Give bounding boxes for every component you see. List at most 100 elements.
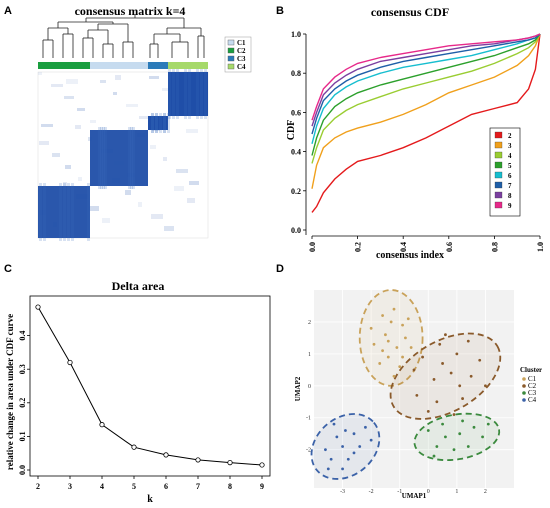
umap-point-c3 bbox=[435, 445, 439, 448]
cdf-lines bbox=[311, 33, 541, 213]
umap-ellipse-c3 bbox=[413, 412, 501, 462]
umap-panel: -3 -2 -1 0 1 2 2 1 0 -1 -2 UMAP1 UMAP2 ClusterC1C2… bbox=[294, 289, 542, 500]
cluster-color-bar bbox=[38, 62, 208, 69]
umap-x-tick-label: 2 bbox=[484, 489, 487, 495]
umap-point-c1 bbox=[381, 349, 384, 353]
umap-point-c4 bbox=[344, 429, 347, 432]
cluster-bar-segment bbox=[148, 62, 168, 69]
umap-point-c2 bbox=[435, 400, 439, 404]
cdf-title: consensus CDF bbox=[371, 5, 449, 19]
cdf-x-tick-label: 0.6 bbox=[445, 242, 454, 252]
heatmap-edge-cell bbox=[151, 113, 154, 133]
umap-point-c4 bbox=[341, 467, 344, 471]
delta-x-tick-label: 9 bbox=[260, 482, 264, 491]
heatmap-noise-cell bbox=[89, 206, 99, 211]
delta-x-tick-label: 8 bbox=[228, 482, 232, 491]
heatmap-edge-cell bbox=[200, 69, 203, 119]
umap-point-c4 bbox=[329, 457, 333, 461]
cdf-legend-swatch-k4 bbox=[494, 151, 503, 159]
umap-ellipses bbox=[310, 289, 502, 480]
umap-point-c3 bbox=[458, 432, 462, 436]
umap-x-tick-label: 1 bbox=[455, 489, 458, 495]
delta-area-point-k7 bbox=[195, 457, 201, 463]
delta-area-point-k5 bbox=[131, 444, 137, 450]
heatmap-edge-cell bbox=[168, 69, 171, 119]
umap-y-tick-label: 0 bbox=[308, 384, 311, 390]
umap-point-c4 bbox=[335, 435, 339, 439]
heatmap-edge-cell bbox=[155, 113, 158, 133]
delta-x-tick-label: 4 bbox=[100, 482, 104, 491]
umap-point-c2 bbox=[478, 358, 482, 362]
umap-point-c2 bbox=[412, 368, 416, 372]
legend-swatch-c1 bbox=[227, 39, 235, 46]
heatmap-noise-cell bbox=[39, 141, 49, 145]
delta-y-tick-label: 0.1 bbox=[18, 431, 27, 441]
umap-point-c3 bbox=[486, 422, 490, 426]
delta-area-panel: Delta area k relative change in area und… bbox=[5, 279, 271, 505]
heatmap-edge-cell bbox=[155, 113, 158, 133]
umap-point-c1 bbox=[386, 355, 390, 359]
dendrogram bbox=[42, 14, 205, 58]
heatmap-edge-cell bbox=[104, 127, 107, 189]
heatmap-noise-cell bbox=[149, 76, 159, 79]
heatmap-noise-cell bbox=[75, 125, 81, 129]
cdf-legend-frame bbox=[489, 127, 521, 217]
cdf-y-tick-label: 0.2 bbox=[291, 187, 301, 196]
delta-area-point-k8 bbox=[227, 460, 233, 466]
umap-point-c2 bbox=[484, 384, 487, 388]
umap-legend-dot-c4 bbox=[522, 398, 526, 402]
cdf-legend-swatch-k3 bbox=[494, 141, 503, 149]
heatmap-noise-cell bbox=[164, 226, 174, 231]
umap-point-c3 bbox=[432, 454, 436, 458]
heatmap-edge-cell bbox=[163, 113, 166, 133]
legend-swatch-c4 bbox=[227, 63, 235, 70]
cdf-legend-label-k5: 5 bbox=[508, 162, 512, 170]
umap-y-tick-label: 2 bbox=[308, 320, 311, 326]
heatmap-edge-cell bbox=[159, 113, 162, 133]
cdf-line-k6 bbox=[311, 33, 541, 144]
heatmap-noise-cell bbox=[126, 104, 138, 107]
umap-ellipse-fill-c2 bbox=[390, 333, 501, 419]
umap-point-c1 bbox=[381, 314, 384, 317]
cdf-legend-swatch-k6 bbox=[494, 171, 503, 179]
cdf-legend-swatch-k7 bbox=[494, 181, 503, 189]
umap-point-c2 bbox=[449, 371, 453, 375]
heatmap-noise-cell bbox=[139, 116, 149, 119]
umap-point-c2 bbox=[426, 409, 430, 413]
cdf-line-k9 bbox=[311, 33, 541, 121]
heatmap-edge-cell bbox=[196, 69, 199, 119]
umap-y-tick-label: 1 bbox=[308, 352, 311, 358]
heatmap-edge-cell bbox=[71, 183, 74, 241]
panel-letter-d: D bbox=[276, 263, 284, 275]
delta-area-point-k6 bbox=[163, 452, 169, 458]
cdf-line-k7 bbox=[311, 33, 541, 135]
legend-frame bbox=[224, 36, 252, 73]
heatmap-edge-cell bbox=[63, 183, 66, 241]
heatmap-cluster-block bbox=[38, 186, 90, 238]
heatmap-edge-cell bbox=[67, 183, 70, 241]
heatmap-noise-cell bbox=[125, 190, 131, 195]
heatmap-edge-cell bbox=[128, 127, 131, 189]
heatmap-edge-cell bbox=[151, 113, 154, 133]
panel-letter-c: C bbox=[4, 263, 12, 275]
cdf-x-tick-label: 0.0 bbox=[308, 242, 317, 252]
cdf-legend-label-k4: 4 bbox=[508, 152, 512, 160]
heatmap-noise-cell bbox=[151, 214, 163, 219]
delta-area-point-k9 bbox=[259, 462, 265, 468]
legend-swatch-c2 bbox=[227, 47, 235, 54]
umap-point-c2 bbox=[461, 397, 464, 400]
umap-point-c4 bbox=[364, 425, 367, 429]
heatmap-noise-cell bbox=[176, 169, 188, 173]
cdf-legend: 2 3 4 5 6 7 8 9 bbox=[489, 127, 521, 217]
umap-point-c3 bbox=[466, 445, 470, 448]
delta-y-tick-label: 0.2 bbox=[18, 398, 27, 408]
cdf-legend-label-k3: 3 bbox=[508, 142, 512, 150]
umap-point-c2 bbox=[421, 355, 424, 359]
cdf-line-k4 bbox=[311, 33, 541, 164]
umap-x-tick-label: -2 bbox=[369, 489, 374, 495]
delta-area-path bbox=[37, 306, 263, 466]
umap-point-c1 bbox=[395, 346, 399, 349]
umap-point-c2 bbox=[415, 393, 419, 397]
